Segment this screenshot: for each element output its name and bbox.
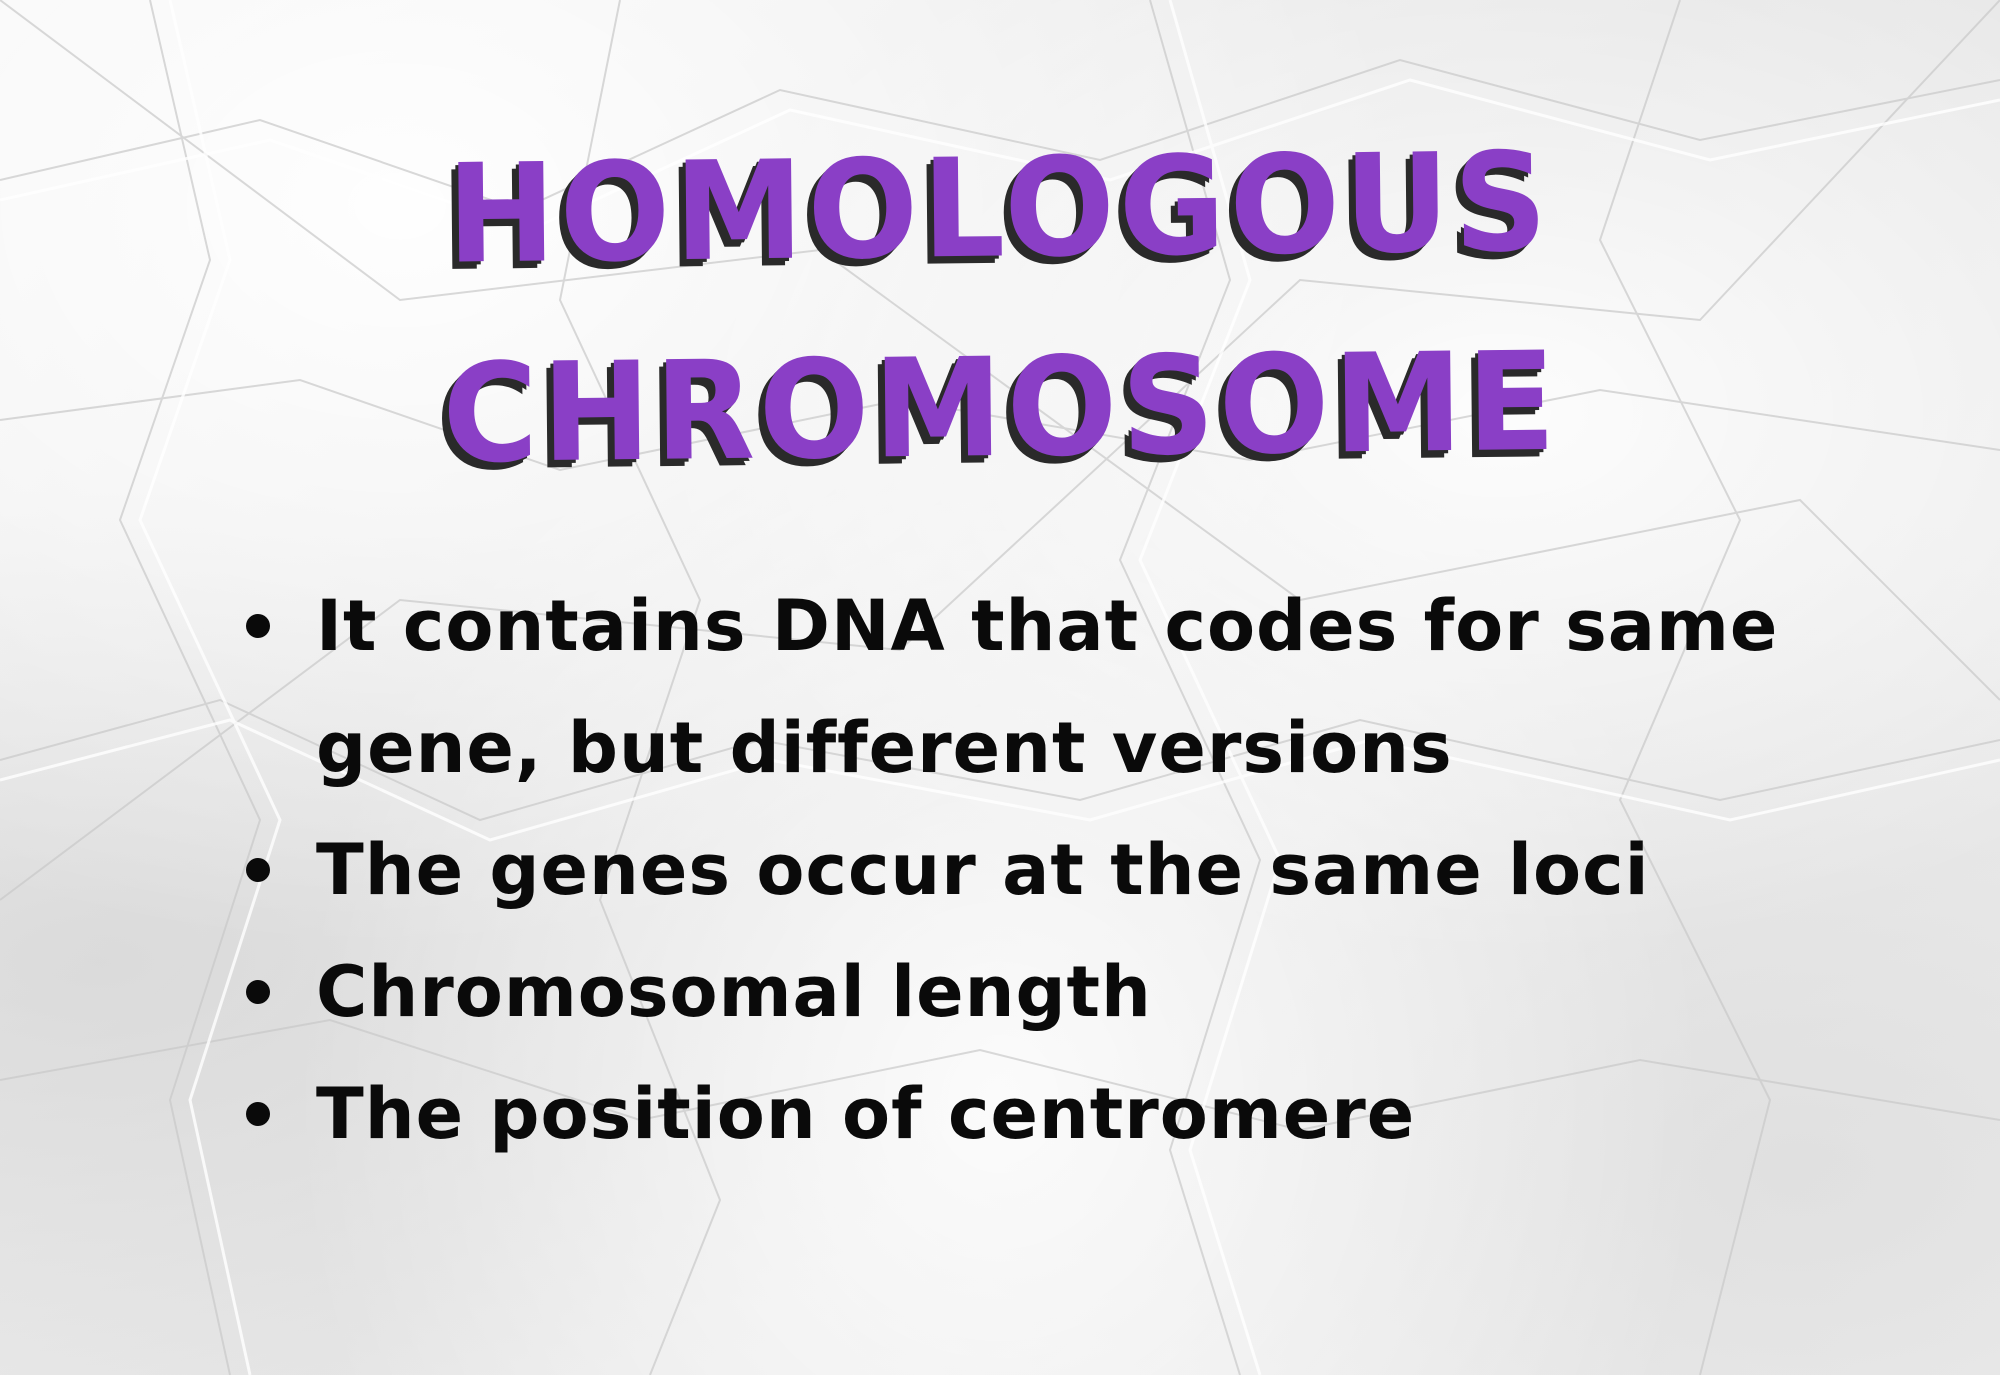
bullet-dot-icon [246,858,270,882]
bullet-dot-icon [246,980,270,1004]
page-title: HOMOLOGOUS CHROMOSOME [0,98,2000,519]
bullet-list: It contains DNA that codes for same gene… [240,565,1800,1175]
list-item: The genes occur at the same loci [240,809,1800,931]
list-item: It contains DNA that codes for same gene… [240,565,1800,809]
bullet-text: Chromosomal length [316,951,1152,1033]
bullet-dot-icon [246,614,270,638]
bullet-text: It contains DNA that codes for same gene… [316,585,1779,789]
title-line-1: HOMOLOGOUS [446,122,1552,295]
bullet-dot-icon [246,1102,270,1126]
list-item: The position of centromere [240,1053,1800,1175]
bullet-text: The position of centromere [316,1073,1416,1155]
list-item: Chromosomal length [240,931,1800,1053]
bullet-text: The genes occur at the same loci [316,829,1650,911]
title-line-2: CHROMOSOME [441,321,1561,494]
